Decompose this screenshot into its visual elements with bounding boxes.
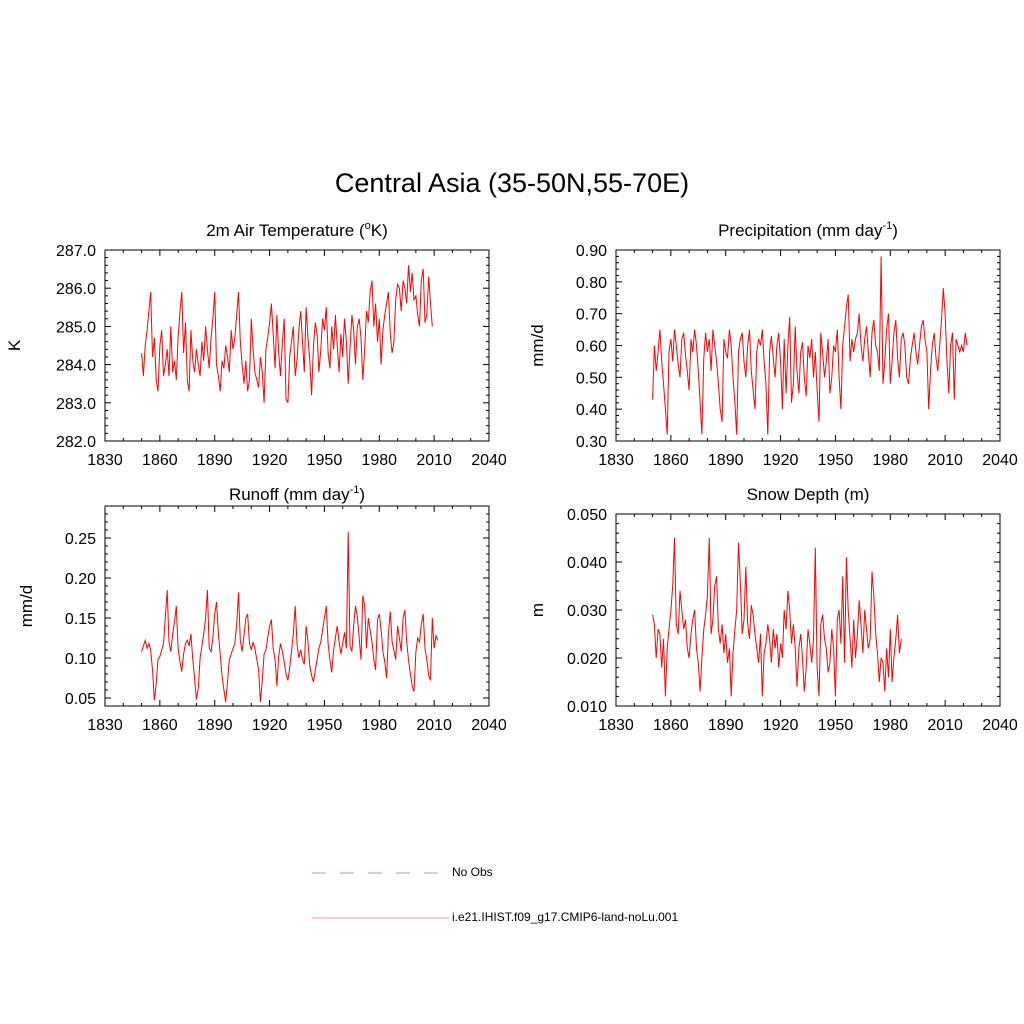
y-tick-label: 0.30 bbox=[576, 434, 607, 451]
series-line-0 bbox=[141, 265, 433, 404]
y-tick-label: 0.030 bbox=[567, 603, 607, 620]
panel-title-main: Snow Depth (m) bbox=[747, 485, 870, 504]
series-line-0 bbox=[652, 256, 968, 435]
panel-title-main: 2m Air Temperature ( bbox=[206, 221, 365, 240]
x-tick-label: 1950 bbox=[818, 452, 854, 469]
x-tick-label: 1830 bbox=[87, 452, 123, 469]
y-tick-label: 0.80 bbox=[576, 275, 607, 292]
x-tick-label: 1920 bbox=[763, 717, 799, 734]
legend-label-model: i.e21.IHIST.f09_g17.CMIP6-land-noLu.001 bbox=[452, 910, 679, 924]
y-tick-label: 283.0 bbox=[56, 396, 96, 413]
y-tick-label: 0.50 bbox=[576, 370, 607, 387]
y-tick-label: 0.040 bbox=[567, 555, 607, 572]
x-tick-label: 2040 bbox=[471, 452, 507, 469]
y-tick-label: 0.70 bbox=[576, 307, 607, 324]
panel-title-sup: o bbox=[365, 220, 371, 232]
y-tick-label: 0.15 bbox=[65, 611, 96, 628]
x-tick-label: 2010 bbox=[927, 717, 963, 734]
y-tick-label: 0.90 bbox=[576, 243, 607, 260]
x-tick-label: 1860 bbox=[653, 717, 689, 734]
x-tick-label: 1980 bbox=[361, 717, 397, 734]
y-axis-label: K bbox=[5, 339, 24, 351]
x-tick-label: 1980 bbox=[872, 717, 908, 734]
chart-panel-0: 1830 1860 1890 1920 1950 1980 2010 2040 282.0 283… bbox=[5, 220, 507, 469]
panel-title-sup: -1 bbox=[882, 220, 892, 232]
y-tick-label: 0.05 bbox=[65, 691, 96, 708]
x-tick-label: 1830 bbox=[598, 717, 634, 734]
y-tick-label: 287.0 bbox=[56, 243, 96, 260]
x-tick-label: 1830 bbox=[598, 452, 634, 469]
panel-title-sup: -1 bbox=[350, 484, 360, 496]
panel-title-main: Runoff (mm day bbox=[229, 485, 350, 504]
y-tick-label: 282.0 bbox=[56, 434, 96, 451]
x-tick-label: 1890 bbox=[197, 717, 233, 734]
y-tick-label: 0.020 bbox=[567, 651, 607, 668]
x-tick-label: 1920 bbox=[252, 452, 288, 469]
plot-frame bbox=[104, 249, 490, 442]
y-tick-label: 0.25 bbox=[65, 531, 96, 548]
x-tick-label: 2040 bbox=[982, 452, 1018, 469]
chart-panel-2: 1830 1860 1890 1920 1950 1980 2010 2040 0.05 0.10… bbox=[17, 484, 507, 734]
x-tick-label: 2040 bbox=[471, 717, 507, 734]
y-tick-label: 0.40 bbox=[576, 402, 607, 419]
panel-title: 2m Air Temperature (oK) bbox=[206, 220, 388, 240]
series-line-0 bbox=[141, 531, 439, 703]
x-tick-label: 1950 bbox=[818, 717, 854, 734]
y-tick-label: 0.10 bbox=[65, 651, 96, 668]
x-tick-label: 1890 bbox=[708, 717, 744, 734]
x-tick-label: 1890 bbox=[708, 452, 744, 469]
x-tick-label: 1860 bbox=[653, 452, 689, 469]
x-tick-label: 2010 bbox=[927, 452, 963, 469]
x-tick-label: 1950 bbox=[307, 452, 343, 469]
panel-title-main: Precipitation (mm day bbox=[718, 221, 883, 240]
y-axis-label: mm/d bbox=[528, 324, 547, 367]
y-tick-label: 286.0 bbox=[56, 281, 96, 298]
y-tick-label: 0.20 bbox=[65, 571, 96, 588]
panel-title: Precipitation (mm day-1) bbox=[718, 220, 898, 240]
main-title: Central Asia (35-50N,55-70E) bbox=[334, 168, 690, 198]
legend-swatch-solid bbox=[312, 917, 450, 919]
legend-swatch-dashed bbox=[312, 872, 450, 874]
y-tick-label: 0.050 bbox=[567, 507, 607, 524]
y-tick-label: 285.0 bbox=[56, 319, 96, 336]
y-axis-label: m bbox=[528, 603, 547, 617]
x-tick-label: 1860 bbox=[142, 452, 178, 469]
panel-title: Snow Depth (m) bbox=[747, 485, 870, 504]
panel-title-tail: ) bbox=[359, 485, 365, 504]
panel-title-tail: K) bbox=[371, 221, 388, 240]
y-axis-label: mm/d bbox=[17, 585, 36, 628]
legend-label-no-obs: No Obs bbox=[452, 865, 493, 879]
y-tick-label: 0.010 bbox=[567, 699, 607, 716]
x-tick-label: 2040 bbox=[982, 717, 1018, 734]
x-tick-label: 1830 bbox=[87, 717, 123, 734]
x-tick-label: 1920 bbox=[252, 717, 288, 734]
plot-frame bbox=[104, 505, 490, 707]
x-tick-label: 1890 bbox=[197, 452, 233, 469]
chart-panel-1: 1830 1860 1890 1920 1950 1980 2010 2040 0.30 0.40… bbox=[528, 220, 1018, 469]
y-tick-label: 284.0 bbox=[56, 358, 96, 375]
x-tick-label: 2010 bbox=[416, 452, 452, 469]
x-tick-label: 1920 bbox=[763, 452, 799, 469]
chart-panel-3: 1830 1860 1890 1920 1950 1980 2010 2040 0.010 0.0… bbox=[528, 485, 1018, 734]
x-tick-label: 1950 bbox=[307, 717, 343, 734]
x-tick-label: 1980 bbox=[872, 452, 908, 469]
y-tick-label: 0.60 bbox=[576, 339, 607, 356]
x-tick-label: 1980 bbox=[361, 452, 397, 469]
panel-title-tail: ) bbox=[892, 221, 898, 240]
series-line-0 bbox=[652, 537, 902, 697]
x-tick-label: 2010 bbox=[416, 717, 452, 734]
x-tick-label: 1860 bbox=[142, 717, 178, 734]
panel-title: Runoff (mm day-1) bbox=[229, 484, 365, 504]
plot-frame bbox=[615, 513, 1001, 707]
